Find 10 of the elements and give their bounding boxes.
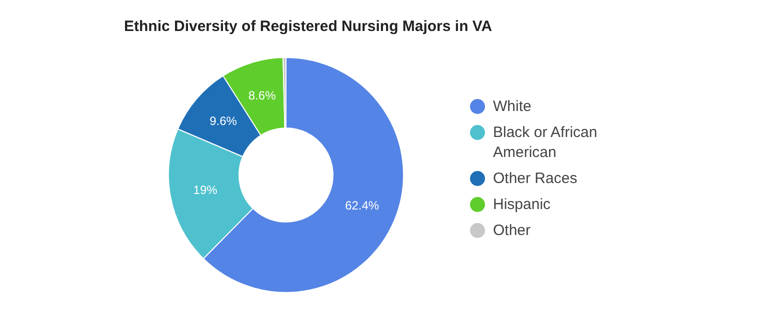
data-label: 19% — [193, 183, 218, 198]
legend-label: Other — [493, 221, 531, 241]
legend-label: White — [493, 97, 532, 117]
chart-title: Ethnic Diversity of Registered Nursing Majors in VA — [124, 18, 492, 35]
data-label: 8.6% — [248, 88, 276, 103]
legend-label: Black or African American — [493, 123, 598, 163]
legend-label: Other Races — [493, 169, 578, 189]
legend-label: Hispanic — [493, 195, 551, 215]
data-label: 62.4% — [345, 198, 380, 213]
data-label: 9.6% — [210, 114, 238, 128]
